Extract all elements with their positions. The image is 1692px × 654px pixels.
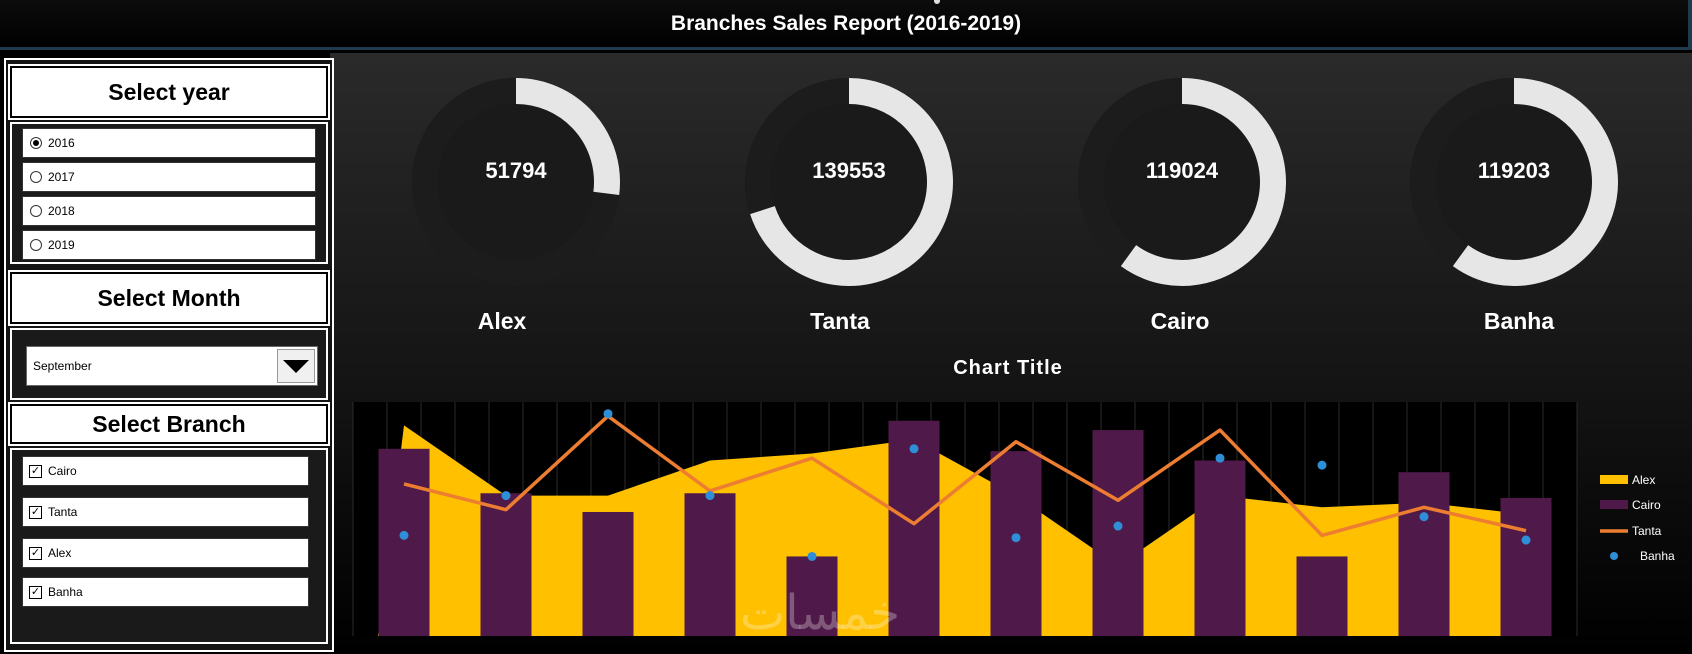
point-banha-4 (705, 491, 715, 501)
select-branch-heading: Select Branch (8, 402, 330, 446)
point-banha-11 (1419, 512, 1429, 522)
report-title: Branches Sales Report (2016-2019) (670, 12, 1022, 35)
branch-option-label: Banha (48, 585, 83, 599)
point-banha-2 (501, 491, 511, 501)
legend-swatch-banha (1610, 552, 1618, 560)
kpi-value-alex: 51794 (485, 158, 547, 183)
bar-cairo-10 (1296, 556, 1348, 636)
legend-swatch-alex (1600, 475, 1628, 484)
radio-selected-icon[interactable] (30, 137, 42, 149)
checkbox-checked-icon[interactable]: ✓ (29, 505, 42, 519)
point-banha-7 (1011, 533, 1021, 543)
legend-label-cairo: Cairo (1632, 498, 1661, 512)
point-banha-1 (399, 530, 409, 540)
checkbox-checked-icon[interactable]: ✓ (29, 546, 42, 560)
kpi-label-cairo: Cairo (1150, 308, 1210, 334)
bar-cairo-12 (1500, 497, 1552, 636)
month-panel: September (10, 328, 328, 400)
month-dropdown[interactable]: September (26, 346, 318, 386)
select-month-heading: Select Month (8, 270, 330, 326)
legend-label-tanta: Tanta (1632, 524, 1662, 538)
legend-swatch-cairo (1600, 500, 1628, 509)
point-banha-10 (1317, 460, 1327, 470)
bar-cairo-2 (480, 493, 532, 636)
kpi-value-cairo: 119024 (1145, 158, 1219, 183)
branch-option-tanta[interactable]: ✓ Tanta (22, 497, 309, 527)
chevron-down-icon[interactable] (277, 349, 315, 383)
branch-option-alex[interactable]: ✓ Alex (22, 538, 309, 568)
watermark-text: خمسات (740, 585, 901, 641)
chart-title: Chart Title (953, 357, 1063, 379)
select-year-heading: Select year (8, 64, 330, 120)
year-option-label: 2017 (48, 170, 75, 184)
year-option-2016[interactable]: 2016 (22, 128, 316, 158)
point-banha-6 (909, 444, 919, 454)
radio-icon[interactable] (30, 205, 42, 217)
title-bar-handle (934, 0, 940, 4)
year-options-panel: 2016 2017 2018 2019 (10, 122, 328, 264)
series-line-tanta (403, 414, 1527, 538)
bar-cairo-9 (1194, 460, 1246, 636)
window-edge (1688, 0, 1692, 50)
point-banha-3 (603, 409, 613, 419)
kpi-value-banha: 119203 (1477, 158, 1551, 183)
bar-cairo-4 (684, 493, 736, 636)
bar-cairo-1 (378, 448, 430, 636)
bar-cairo-3 (582, 511, 634, 636)
year-option-2018[interactable]: 2018 (22, 196, 316, 226)
branch-option-label: Tanta (48, 505, 78, 519)
kpi-label-tanta: Tanta (810, 308, 870, 334)
month-dropdown-value: September (33, 359, 92, 373)
radio-icon[interactable] (30, 171, 42, 183)
bar-cairo-11 (1398, 472, 1450, 636)
year-option-label: 2018 (48, 204, 75, 218)
bar-cairo-8 (1092, 430, 1144, 636)
bar-cairo-6 (888, 420, 940, 636)
kpi-value-tanta: 139553 (812, 158, 886, 183)
checkbox-checked-icon[interactable]: ✓ (29, 464, 42, 478)
branch-option-banha[interactable]: ✓ Banha (22, 577, 309, 607)
kpi-label-alex: Alex (477, 308, 527, 334)
branch-option-label: Cairo (48, 464, 77, 478)
year-option-label: 2016 (48, 136, 75, 150)
point-banha-8 (1113, 521, 1123, 531)
filter-sidebar: Select year 2016 2017 2018 2019 Select M… (4, 58, 334, 652)
point-banha-12 (1521, 535, 1531, 545)
radio-icon[interactable] (30, 239, 42, 251)
title-bar: Branches Sales Report (2016-2019) (0, 0, 1692, 50)
legend-label-alex: Alex (1632, 473, 1655, 487)
year-option-2019[interactable]: 2019 (22, 230, 316, 260)
year-option-label: 2019 (48, 238, 75, 252)
checkbox-checked-icon[interactable]: ✓ (29, 585, 42, 599)
kpi-label-banha: Banha (1483, 308, 1555, 334)
bar-cairo-7 (990, 451, 1042, 636)
point-banha-5 (807, 551, 817, 561)
branch-option-cairo[interactable]: ✓ Cairo (22, 456, 309, 486)
point-banha-9 (1215, 453, 1225, 463)
branch-options-panel: ✓ Cairo ✓ Tanta ✓ Alex ✓ Banha (10, 448, 328, 644)
bar-cairo-5 (786, 556, 838, 636)
branch-option-label: Alex (48, 546, 72, 560)
legend-label-banha: Banha (1640, 549, 1675, 563)
year-option-2017[interactable]: 2017 (22, 162, 316, 192)
